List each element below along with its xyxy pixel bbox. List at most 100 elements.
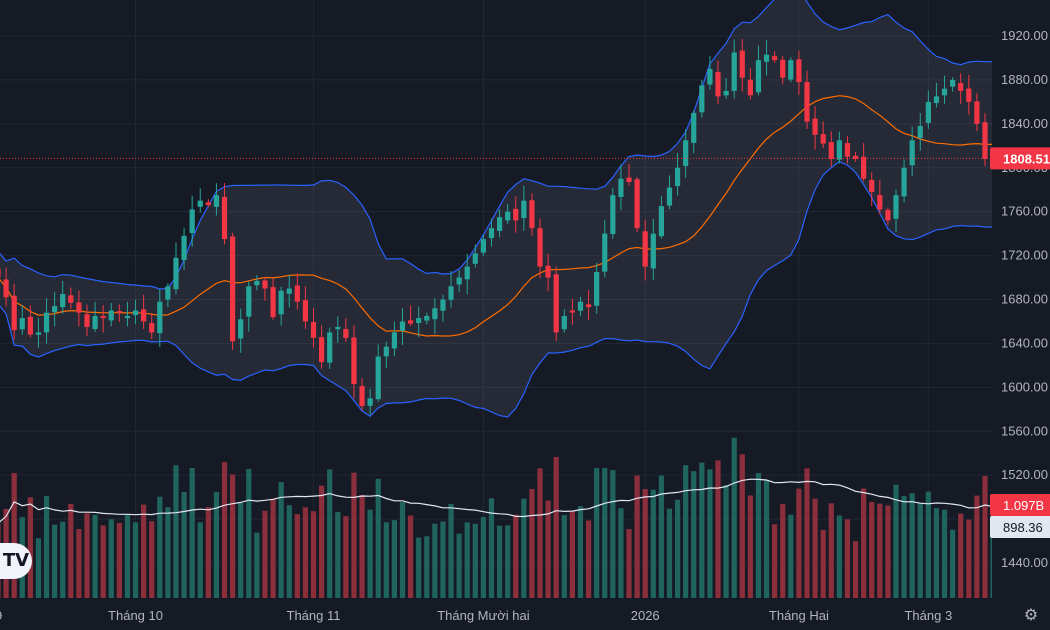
volume-bar	[488, 498, 495, 598]
candle-body	[456, 277, 462, 285]
candle-body	[731, 52, 737, 91]
volume-bar	[626, 529, 632, 598]
candle	[116, 304, 122, 322]
candle-body	[35, 332, 42, 335]
volume-bar	[553, 456, 559, 598]
candle-body	[27, 316, 33, 335]
candle-body	[642, 231, 648, 267]
candle-body	[254, 280, 260, 286]
candle	[68, 287, 74, 309]
volume-bar	[561, 515, 567, 598]
candle-body	[3, 279, 9, 298]
candle	[310, 308, 317, 348]
candle-body	[577, 301, 584, 311]
candle-body	[852, 155, 859, 159]
candle	[213, 183, 220, 216]
volume-ma-tag	[990, 516, 1050, 538]
volume-bar	[618, 508, 624, 598]
candle-body	[496, 217, 503, 231]
candle-body	[618, 178, 624, 197]
candle	[966, 74, 972, 115]
price-tick-label: 1920.00	[1001, 28, 1048, 43]
candle	[254, 275, 260, 291]
volume-bar	[747, 495, 753, 598]
volume-bar	[149, 521, 155, 598]
volume-bar	[861, 488, 867, 598]
candle	[278, 286, 284, 326]
volume-bar	[537, 468, 543, 598]
candle	[917, 113, 923, 151]
candle	[958, 73, 964, 104]
volume-bar	[909, 493, 915, 598]
volume-bar	[343, 516, 349, 598]
volume-bar	[60, 521, 66, 598]
candle	[626, 163, 632, 186]
volume-bar	[496, 525, 503, 598]
settings-icon[interactable]: ⚙	[1023, 605, 1039, 624]
candle	[367, 388, 373, 415]
candle-body	[262, 280, 268, 289]
volume-bar	[844, 519, 851, 598]
candle-body	[594, 272, 600, 306]
volume-bar	[513, 514, 519, 598]
candle	[747, 68, 753, 100]
candle-body	[157, 301, 163, 334]
volume-bar	[610, 470, 616, 598]
candle	[772, 51, 778, 63]
candle-body	[440, 299, 446, 311]
candle-body	[448, 286, 454, 300]
candle-body	[149, 323, 155, 333]
volume-bar	[221, 462, 228, 598]
volume-bar	[901, 496, 907, 598]
volume-bar	[836, 515, 842, 598]
candle-body	[933, 96, 940, 104]
candle	[173, 242, 179, 295]
volume-last-tag	[990, 494, 1050, 516]
volume-bar	[310, 511, 317, 598]
volume-bar	[852, 541, 859, 598]
candle	[157, 289, 163, 347]
price-tick-label: 1840.00	[1001, 116, 1048, 131]
candle-body	[205, 202, 211, 206]
candle-body	[11, 295, 17, 331]
candle	[440, 294, 446, 322]
volume-bar	[108, 519, 114, 598]
candle	[505, 204, 511, 224]
candle-body	[505, 211, 511, 221]
volume-bar	[294, 514, 300, 598]
candle	[885, 207, 891, 225]
candle-body	[747, 79, 753, 96]
candle	[707, 56, 713, 90]
volume-bar	[950, 529, 956, 598]
candle-body	[885, 209, 891, 221]
candle	[642, 219, 648, 281]
volume-bar	[327, 469, 333, 598]
candle	[0, 268, 1, 278]
volume-bar	[278, 482, 284, 598]
candle-body	[399, 321, 406, 331]
volume-bar	[432, 523, 438, 598]
candle-body	[901, 167, 907, 197]
candle	[577, 296, 584, 317]
tradingview-logo[interactable]: TV	[0, 543, 32, 579]
candle-body	[488, 228, 495, 239]
candle-body	[173, 257, 179, 290]
candle	[941, 75, 948, 104]
candle	[893, 189, 899, 233]
candle-body	[634, 179, 640, 229]
price-tick-label: 1680.00	[1001, 292, 1048, 307]
candle	[92, 301, 98, 332]
candle	[286, 274, 292, 308]
candle	[925, 90, 931, 129]
volume-bar	[545, 500, 551, 598]
candle-body	[60, 294, 66, 308]
candle-body	[909, 140, 915, 166]
volume-bar	[68, 503, 74, 598]
volume-bar	[165, 507, 171, 598]
candle	[52, 291, 58, 327]
candle	[270, 278, 276, 320]
volume-bar	[683, 465, 689, 598]
candle-body	[788, 60, 794, 80]
candle	[335, 316, 341, 343]
